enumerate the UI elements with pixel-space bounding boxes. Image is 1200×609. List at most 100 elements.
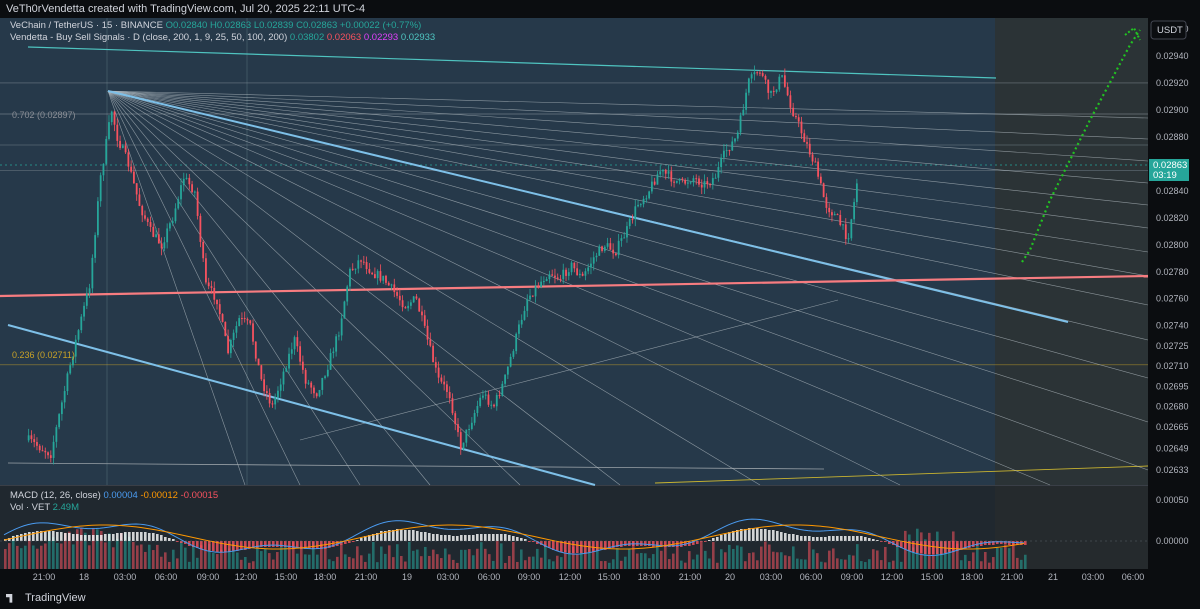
candle-body <box>429 339 432 346</box>
macd-histogram-bar <box>156 534 159 541</box>
macd-histogram-bar <box>860 536 863 541</box>
macd-histogram-bar <box>1024 541 1027 545</box>
candle <box>332 347 335 359</box>
candle <box>116 118 119 148</box>
volume-bar <box>400 556 403 569</box>
candle-body <box>412 296 415 303</box>
candle-body <box>124 145 127 153</box>
candle-body <box>803 133 806 143</box>
candle <box>310 381 313 394</box>
candle <box>58 413 61 430</box>
macd-histogram-bar <box>312 541 315 549</box>
candle <box>99 172 102 207</box>
candle-body <box>775 89 778 92</box>
time-axis[interactable] <box>0 569 1148 588</box>
volume-bar <box>856 544 859 569</box>
candle-body <box>473 413 476 423</box>
candle-body <box>97 201 99 236</box>
candle <box>540 276 542 289</box>
candle <box>476 400 479 417</box>
candle-body <box>714 177 717 179</box>
time-tick-label: 06:00 <box>478 572 501 582</box>
volume-bar <box>276 552 279 569</box>
macd-histogram-bar <box>48 531 51 541</box>
macd-histogram-bar <box>468 535 471 541</box>
indicator-row[interactable]: Vendetta - Buy Sell Signals · D (close, … <box>10 32 435 44</box>
volume-bar <box>16 545 19 569</box>
candle-body <box>628 219 631 227</box>
macd-histogram-bar <box>848 536 851 541</box>
support-line <box>7 462 825 470</box>
volume-bar <box>484 548 487 569</box>
candle <box>808 137 811 158</box>
macd-histogram-bar <box>356 540 359 541</box>
candle-body <box>681 178 684 180</box>
candle <box>623 231 626 239</box>
macd-histogram-bar <box>868 538 871 541</box>
volume-bar <box>44 543 47 569</box>
macd-histogram-bar <box>800 536 803 541</box>
volume-bar <box>704 550 707 569</box>
candle-body <box>205 258 207 283</box>
candle <box>257 358 260 366</box>
macd-histogram-bar <box>828 536 831 541</box>
macd-histogram-bar <box>340 541 343 545</box>
indicator-value-4: 0.02933 <box>400 32 436 43</box>
volume-bar <box>300 546 303 569</box>
fan-line-7 <box>107 90 1149 277</box>
macd-row[interactable]: MACD (12, 26, close) 0.00004 -0.00012 -0… <box>10 490 218 502</box>
candle <box>249 319 252 326</box>
candle-body <box>495 395 498 407</box>
volume-bar <box>940 541 943 569</box>
candle-body <box>673 181 675 183</box>
candle <box>459 428 462 455</box>
volume-row[interactable]: Vol · VET 2.49M <box>10 502 218 514</box>
volume-bar <box>824 562 827 569</box>
candle-body <box>526 299 529 311</box>
candle-body <box>689 182 692 184</box>
macd-histogram-bar <box>508 535 511 541</box>
candle <box>351 263 354 271</box>
price-axis[interactable] <box>1148 18 1200 569</box>
footer-bar: TradingView <box>0 588 1200 609</box>
candle <box>542 276 545 286</box>
candle-body <box>800 121 803 134</box>
candle-body <box>626 226 628 238</box>
candle-body <box>717 167 720 178</box>
candle <box>473 409 476 426</box>
macd-histogram-bar <box>80 535 83 541</box>
macd-histogram-bar <box>248 541 251 549</box>
price-tick-label: 0.02665 <box>1156 422 1189 432</box>
main-plot-area[interactable] <box>0 18 1148 485</box>
candle-body <box>390 284 393 286</box>
candle-body <box>523 310 526 320</box>
candle <box>703 174 706 194</box>
candle-body <box>659 171 662 175</box>
macd-histogram-bar <box>716 537 719 541</box>
volume-bar <box>288 548 291 569</box>
macd-histogram-bar <box>668 541 671 547</box>
candle <box>268 388 271 408</box>
currency-button[interactable] <box>1150 20 1187 40</box>
candle <box>695 174 698 185</box>
candle-body <box>459 432 462 450</box>
volume-bar <box>36 548 39 569</box>
tradingview-logo[interactable]: TradingView <box>6 592 86 604</box>
macd-histogram-bar <box>388 530 391 541</box>
candle-body <box>518 324 520 334</box>
volume-bar <box>272 559 275 569</box>
candle-body <box>41 450 44 452</box>
volume-bar <box>428 555 431 569</box>
candle-body <box>38 445 41 451</box>
volume-bar <box>236 552 239 569</box>
candle-body <box>678 178 681 181</box>
countdown-value: 03:19 <box>1153 170 1177 181</box>
macd-tick-label: 0.00050 <box>1156 495 1189 505</box>
volume-bar <box>412 550 415 569</box>
symbol-row[interactable]: VeChain / TetherUS · 15 · BINANCE O0.028… <box>10 20 435 32</box>
macd-histogram-bar <box>392 530 395 541</box>
candle <box>562 263 565 284</box>
candle <box>457 418 459 437</box>
candle <box>651 175 653 194</box>
